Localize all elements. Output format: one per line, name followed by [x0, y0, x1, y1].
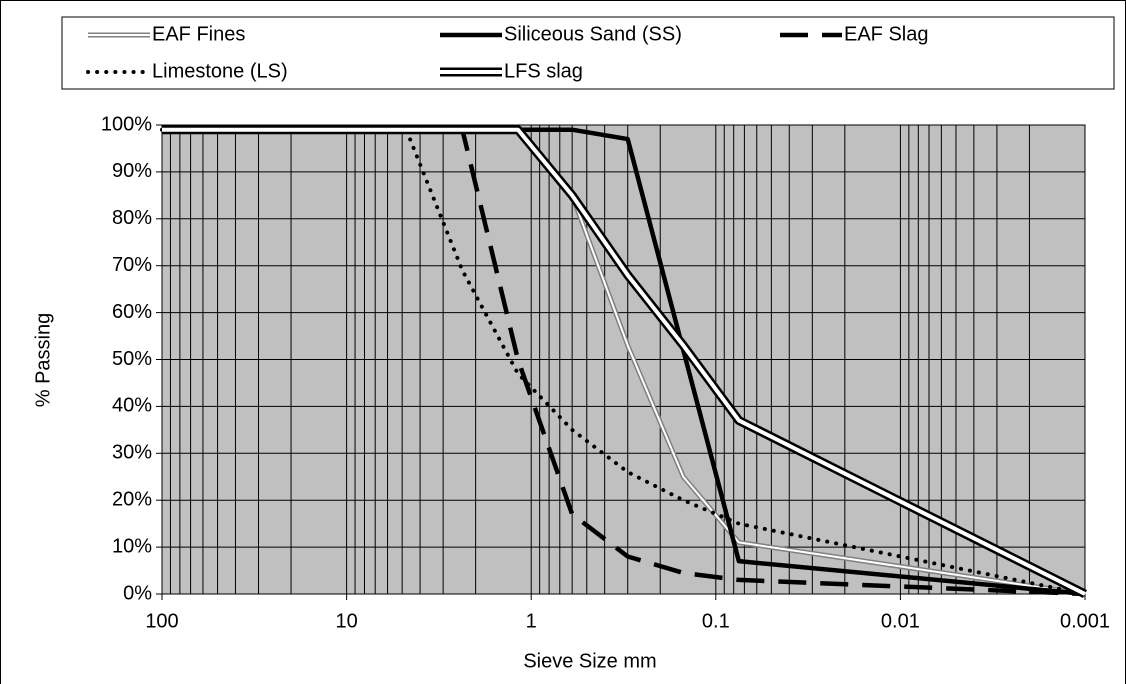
y-tick-label: 0%: [123, 582, 152, 604]
y-tick-label: 20%: [112, 488, 152, 510]
legend-label: Siliceous Sand (SS): [504, 23, 682, 45]
y-tick-label: 80%: [112, 207, 152, 229]
y-tick-label: 40%: [112, 395, 152, 417]
y-tick-label: 100%: [101, 113, 152, 135]
y-tick-label: 30%: [112, 442, 152, 464]
series-line-inner: [162, 127, 1086, 596]
legend-label: LFS slag: [504, 60, 583, 82]
x-tick-label: 0.001: [1060, 610, 1110, 632]
y-tick-label: 70%: [112, 254, 152, 276]
plot-border: [161, 124, 1086, 595]
legend-label: EAF Slag: [844, 23, 928, 45]
series-line: [162, 127, 1086, 597]
legend-box: [61, 16, 1115, 90]
x-tick-label: 100: [145, 610, 178, 632]
legend-label: EAF Fines: [152, 23, 245, 45]
y-tick-label: 50%: [112, 348, 152, 370]
series-line: [160, 127, 1087, 596]
y-tick-label: 90%: [112, 160, 152, 182]
x-tick-label: 1: [526, 610, 537, 632]
y-axis-label: % Passing: [32, 313, 54, 408]
x-axis-label: Sieve Size mm: [523, 650, 656, 672]
x-tick-label: 10: [335, 610, 357, 632]
legend-label: Limestone (LS): [152, 60, 288, 82]
y-tick-label: 60%: [112, 301, 152, 323]
x-tick-label: 0.1: [702, 610, 730, 632]
y-tick-label: 10%: [112, 535, 152, 557]
x-tick-label: 0.01: [881, 610, 920, 632]
